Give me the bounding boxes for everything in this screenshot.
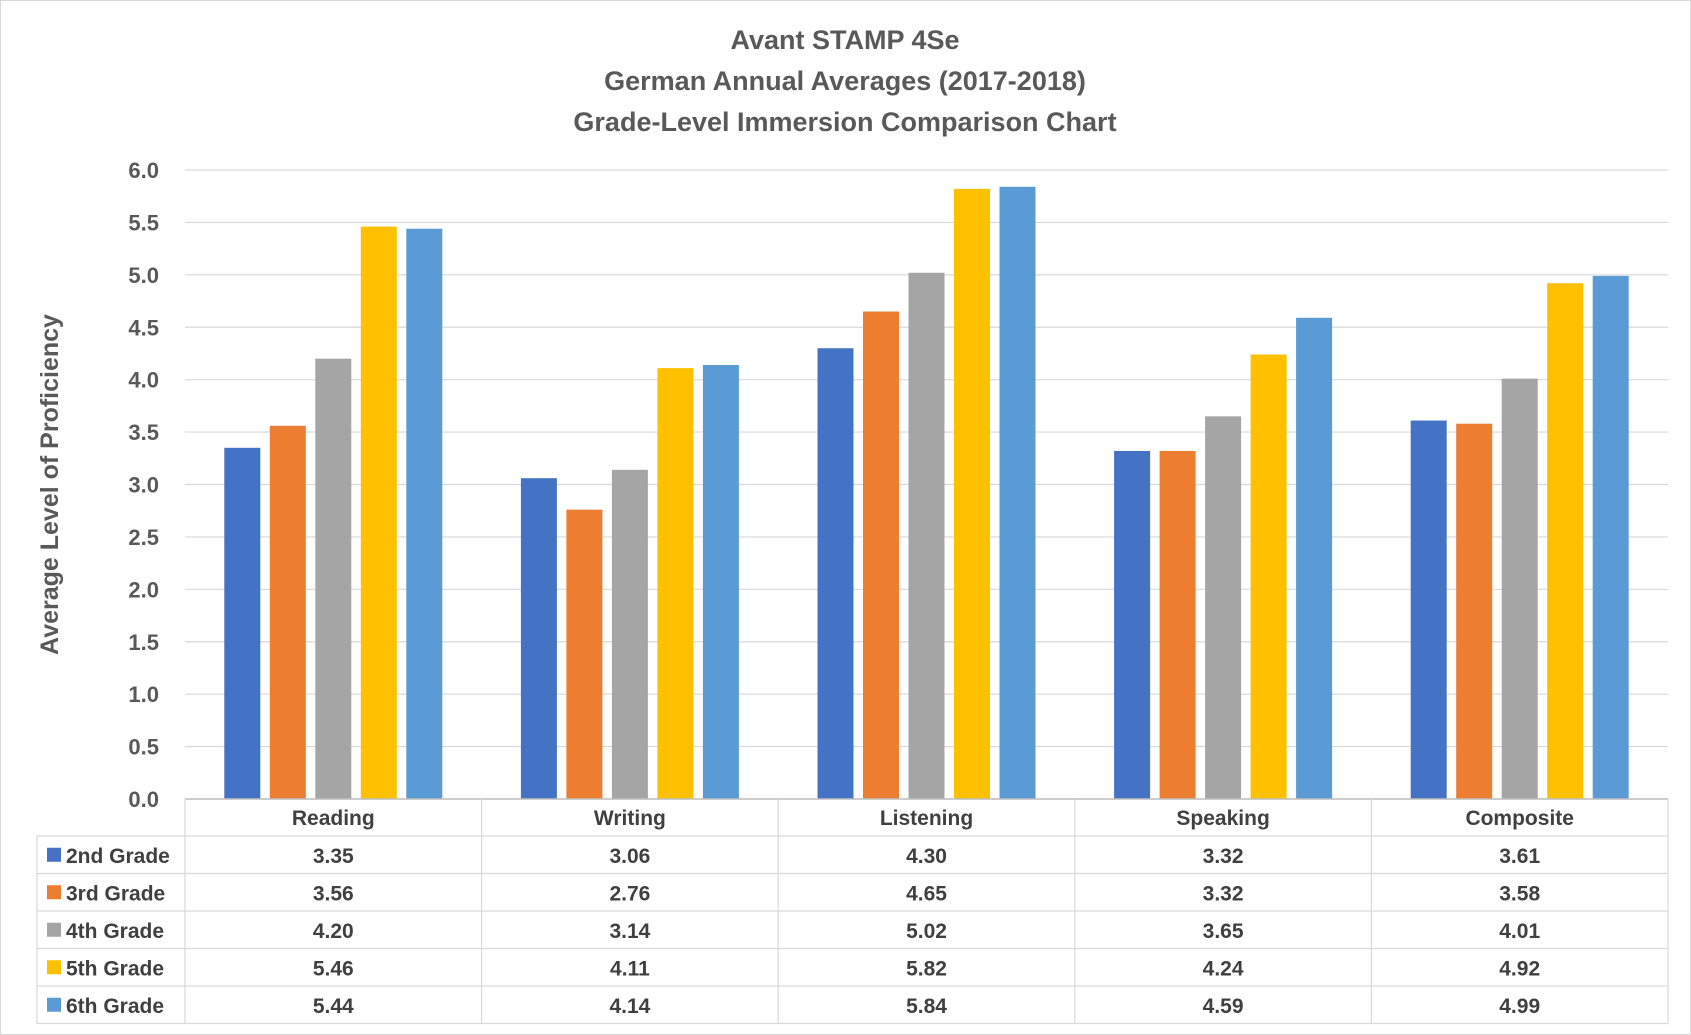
legend-swatch-6th-grade [47,997,61,1012]
data-label-5th-grade-listening: 5.82 [906,957,947,980]
bar-4th-grade-composite [1501,378,1538,799]
chart-title-line: Avant STAMP 4Se [730,25,959,55]
data-label-5th-grade-speaking: 4.24 [1203,957,1244,980]
bar-4th-grade-speaking [1205,416,1242,799]
bar-5th-grade-speaking [1250,354,1287,799]
data-label-2nd-grade-listening: 4.30 [906,845,947,868]
data-label-6th-grade-composite: 4.99 [1499,995,1540,1018]
data-label-6th-grade-reading: 5.44 [313,995,354,1018]
bar-5th-grade-reading [360,226,397,800]
bar-5th-grade-listening [954,188,990,799]
data-label-2nd-grade-speaking: 3.32 [1203,845,1244,868]
y-tick-label: 6.0 [128,158,159,183]
data-label-2nd-grade-reading: 3.35 [313,845,354,868]
category-label-composite: Composite [1465,807,1574,830]
legend-swatch-5th-grade [47,960,61,975]
data-label-2nd-grade-writing: 3.06 [609,845,650,868]
data-label-6th-grade-writing: 4.14 [609,995,650,1018]
data-label-3rd-grade-writing: 2.76 [609,882,650,905]
y-tick-label: 5.0 [128,263,159,288]
y-tick-label: 5.5 [128,210,159,235]
bar-3rd-grade-composite [1456,423,1493,799]
bar-6th-grade-composite [1592,275,1629,799]
legend-label-4th-grade: 4th Grade [66,920,164,943]
y-tick-label: 0.5 [128,735,159,760]
data-label-3rd-grade-reading: 3.56 [313,882,354,905]
y-tick-label: 2.5 [128,525,159,550]
bar-6th-grade-listening [999,186,1036,800]
data-table: Reading Writing Listening Speaking Composite… [36,799,1669,1025]
y-tick-label: 1.0 [128,682,159,707]
bar-4th-grade-reading [315,358,352,799]
legend-label-2nd-grade: 2nd Grade [66,845,170,868]
data-label-5th-grade-writing: 4.11 [610,957,650,980]
bar-4th-grade-writing [611,469,648,799]
bar-5th-grade-composite [1547,283,1584,800]
y-axis-label: Average Level of Proficiency [36,314,64,655]
bar-3rd-grade-writing [566,509,603,799]
y-tick-label: 3.5 [128,420,159,445]
legend-swatch-2nd-grade [47,847,61,862]
y-tick-label: 2.0 [128,577,159,602]
category-label-speaking: Speaking [1176,807,1269,830]
y-tick-label: 4.5 [128,315,159,340]
y-tick-label: 0.0 [128,787,159,812]
data-label-2nd-grade-composite: 3.61 [1499,845,1540,868]
data-label-3rd-grade-speaking: 3.32 [1203,882,1244,905]
legend-label-6th-grade: 6th Grade [66,995,164,1018]
data-label-5th-grade-reading: 5.46 [313,957,354,980]
bar-6th-grade-writing [702,364,739,799]
chart-title-line: Grade-Level Immersion Comparison Chart [573,107,1116,137]
y-tick-label: 3.0 [128,473,159,498]
data-label-3rd-grade-listening: 4.65 [906,882,947,905]
bar-2nd-grade-composite [1410,420,1447,799]
legend-swatch-4th-grade [47,922,61,937]
legend-swatch-3rd-grade [47,885,61,900]
bar-2nd-grade-writing [520,478,557,799]
legend-label-3rd-grade: 3rd Grade [66,882,165,905]
y-tick-label: 1.5 [128,630,159,655]
data-label-4th-grade-reading: 4.20 [313,920,354,943]
bars [185,186,1668,800]
chart-title: Avant STAMP 4Se German Annual Averages (2… [573,25,1116,137]
y-tick-label: 4.0 [128,368,159,393]
bar-5th-grade-writing [657,368,694,799]
bar-6th-grade-speaking [1296,317,1333,799]
data-label-5th-grade-composite: 4.92 [1499,957,1540,980]
data-label-6th-grade-listening: 5.84 [906,995,947,1018]
bar-4th-grade-listening [908,272,945,799]
bar-3rd-grade-speaking [1159,450,1196,799]
legend-label-5th-grade: 5th Grade [66,957,164,980]
chart-title-line: German Annual Averages (2017-2018) [604,66,1086,96]
bar-2nd-grade-listening [817,348,854,799]
category-label-listening: Listening [880,807,973,830]
data-label-4th-grade-speaking: 3.65 [1203,920,1244,943]
data-label-6th-grade-speaking: 4.59 [1203,995,1244,1018]
y-axis-ticks: 0.0 0.5 1.0 1.5 2.0 2.5 3.0 3.5 4.0 4.5 5.0 5.5 6.0 [128,158,159,812]
bar-2nd-grade-speaking [1114,450,1151,799]
bar-3rd-grade-listening [863,311,899,799]
bar-3rd-grade-reading [269,425,306,799]
data-label-4th-grade-writing: 3.14 [609,920,650,943]
bar-6th-grade-reading [406,228,443,799]
data-label-4th-grade-listening: 5.02 [906,920,947,943]
data-label-4th-grade-composite: 4.01 [1499,920,1540,943]
data-label-3rd-grade-composite: 3.58 [1499,882,1540,905]
bar-2nd-grade-reading [224,447,261,799]
category-label-writing: Writing [594,807,666,830]
category-label-reading: Reading [292,807,375,830]
